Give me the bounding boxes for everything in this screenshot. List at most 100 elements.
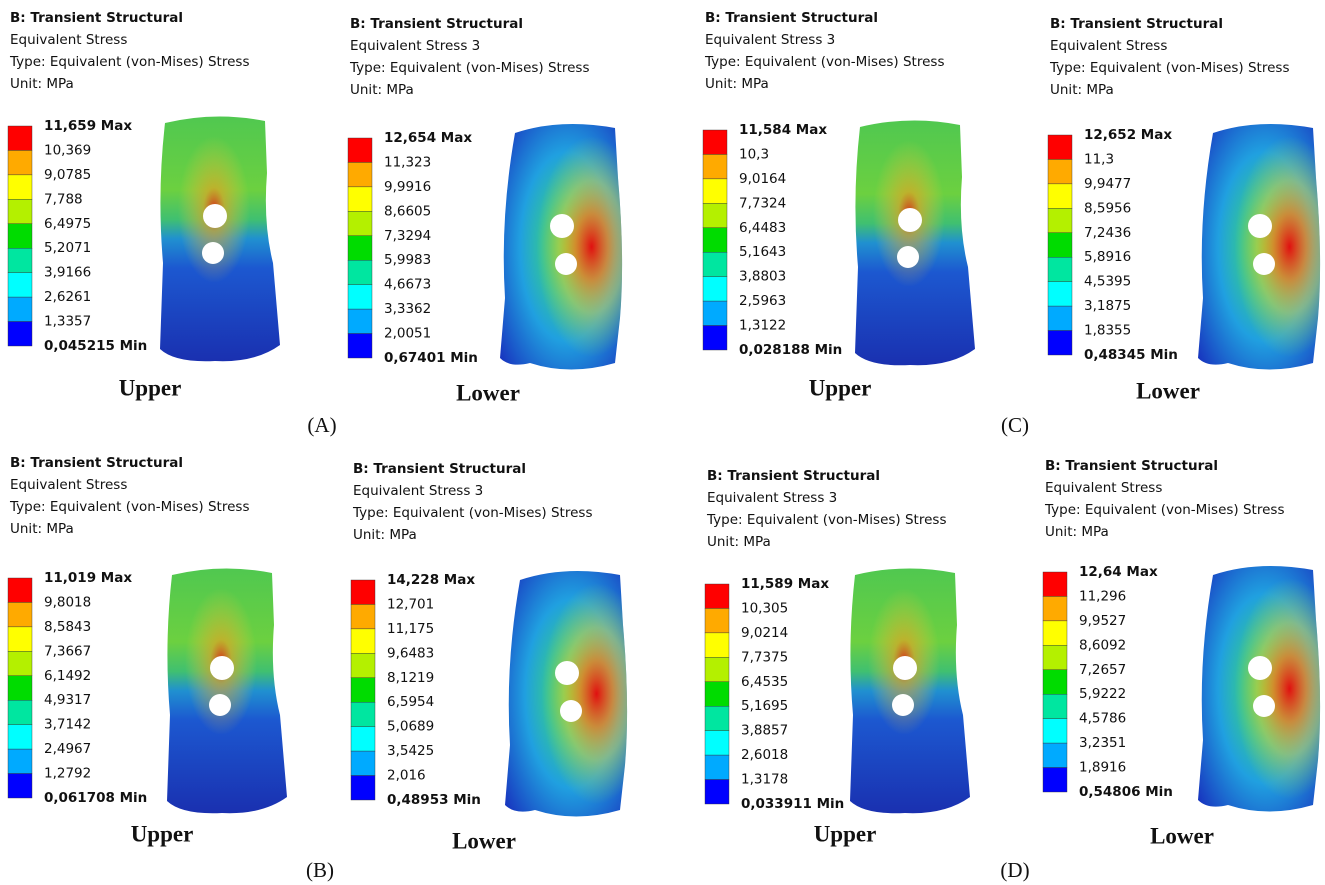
legend-label: 5,9983	[384, 252, 431, 268]
legend-label: 9,0785	[44, 167, 91, 183]
legend-band	[1043, 596, 1067, 620]
legend-label: 3,3362	[384, 301, 431, 317]
legend-label: 2,6261	[44, 289, 91, 305]
legend-band	[703, 326, 727, 350]
legend-band	[705, 706, 729, 730]
legend-band	[351, 727, 375, 751]
legend-band	[348, 260, 372, 284]
legend-band	[8, 774, 32, 798]
legend-label: 5,2071	[44, 240, 91, 256]
contour-plot	[1198, 124, 1320, 370]
legend-label: 1,8916	[1079, 760, 1126, 776]
legend-band	[1048, 159, 1072, 183]
legend-band	[1043, 621, 1067, 645]
header-result: Equivalent Stress	[1045, 480, 1162, 496]
group-label: (A)	[307, 413, 336, 437]
legend-band	[1043, 743, 1067, 767]
legend-band	[348, 309, 372, 333]
legend-band	[703, 203, 727, 227]
contour-plot	[1198, 566, 1320, 812]
legend-label: 7,3294	[384, 228, 431, 244]
legend-band	[705, 731, 729, 755]
contour-plot	[167, 568, 287, 813]
header-type: Type: Equivalent (von-Mises) Stress	[1049, 60, 1289, 76]
plot-hole	[555, 253, 577, 275]
plot-hotspot	[1198, 566, 1320, 812]
legend-band	[351, 629, 375, 653]
legend-label: 1,3357	[44, 314, 91, 330]
legend-label: 9,9916	[384, 179, 431, 195]
legend-label: 4,6673	[384, 277, 431, 293]
legend-label: 6,4535	[741, 674, 788, 690]
header-unit: Unit: MPa	[353, 527, 417, 543]
legend-label: 9,0214	[741, 625, 788, 641]
legend-label: 12,652 Max	[1084, 127, 1172, 143]
plot-hole	[1248, 214, 1272, 238]
legend-label: 9,9527	[1079, 613, 1126, 629]
legend-label: 1,3178	[741, 772, 788, 788]
legend-band	[1048, 184, 1072, 208]
legend-label: 7,3667	[44, 643, 91, 659]
plot-hotspot	[167, 568, 287, 813]
legend-label: 0,033911 Min	[741, 796, 844, 812]
legend-band	[1048, 208, 1072, 232]
legend-label: 5,8916	[1084, 249, 1131, 265]
header-result: Equivalent Stress	[10, 32, 127, 48]
header-type: Type: Equivalent (von-Mises) Stress	[352, 505, 592, 521]
legend-band	[703, 252, 727, 276]
legend-label: 5,1643	[739, 244, 786, 260]
legend-label: 2,5963	[739, 293, 786, 309]
legend-label: 7,788	[44, 191, 83, 207]
legend-band	[705, 755, 729, 779]
legend-label: 6,4483	[739, 220, 786, 236]
legend-band	[1043, 572, 1067, 596]
legend-band	[1048, 306, 1072, 330]
legend-band	[348, 236, 372, 260]
legend-label: 11,3	[1084, 151, 1114, 167]
legend-band	[8, 651, 32, 675]
legend-label: 12,64 Max	[1079, 564, 1158, 580]
header-unit: Unit: MPa	[1045, 524, 1109, 540]
legend-band	[1048, 282, 1072, 306]
plot-hole	[560, 700, 582, 722]
header-type: Type: Equivalent (von-Mises) Stress	[706, 512, 946, 528]
plot-hotspot	[850, 568, 970, 813]
legend-label: 1,8355	[1084, 323, 1131, 339]
legend-label: 4,5786	[1079, 711, 1126, 727]
header-type: Type: Equivalent (von-Mises) Stress	[704, 54, 944, 70]
legend-label: 9,9477	[1084, 176, 1131, 192]
legend-label: 10,369	[44, 142, 91, 158]
header-result: Equivalent Stress 3	[707, 490, 837, 506]
legend-band	[351, 702, 375, 726]
legend-label: 3,9166	[44, 265, 91, 281]
legend-label: 5,1695	[741, 698, 788, 714]
plot-hotspot	[500, 124, 622, 370]
header-unit: Unit: MPa	[1050, 82, 1114, 98]
plot-hotspot	[505, 571, 627, 817]
legend-label: 11,584 Max	[739, 122, 827, 138]
legend-label: 3,7142	[44, 717, 91, 733]
legend-label: 2,6018	[741, 747, 788, 763]
legend-label: 11,296	[1079, 588, 1126, 604]
legend-band	[703, 301, 727, 325]
legend-label: 11,175	[387, 621, 434, 637]
legend-label: 7,7324	[739, 195, 786, 211]
legend-label: 9,8018	[44, 594, 91, 610]
header-type: Type: Equivalent (von-Mises) Stress	[9, 54, 249, 70]
caption: Lower	[452, 828, 516, 853]
caption: Lower	[1136, 378, 1200, 403]
legend-label: 0,045215 Min	[44, 338, 147, 354]
legend-label: 6,4975	[44, 216, 91, 232]
header-type: Type: Equivalent (von-Mises) Stress	[1044, 502, 1284, 518]
legend-label: 9,6483	[387, 645, 434, 661]
legend-band	[348, 334, 372, 358]
legend-label: 11,323	[384, 154, 431, 170]
plot-hole	[1253, 695, 1275, 717]
legend-label: 5,9222	[1079, 686, 1126, 702]
caption: Lower	[1150, 823, 1214, 848]
legend-band	[1043, 670, 1067, 694]
legend-band	[8, 749, 32, 773]
legend-band	[703, 228, 727, 252]
legend-label: 2,016	[387, 768, 426, 784]
legend-band	[703, 277, 727, 301]
